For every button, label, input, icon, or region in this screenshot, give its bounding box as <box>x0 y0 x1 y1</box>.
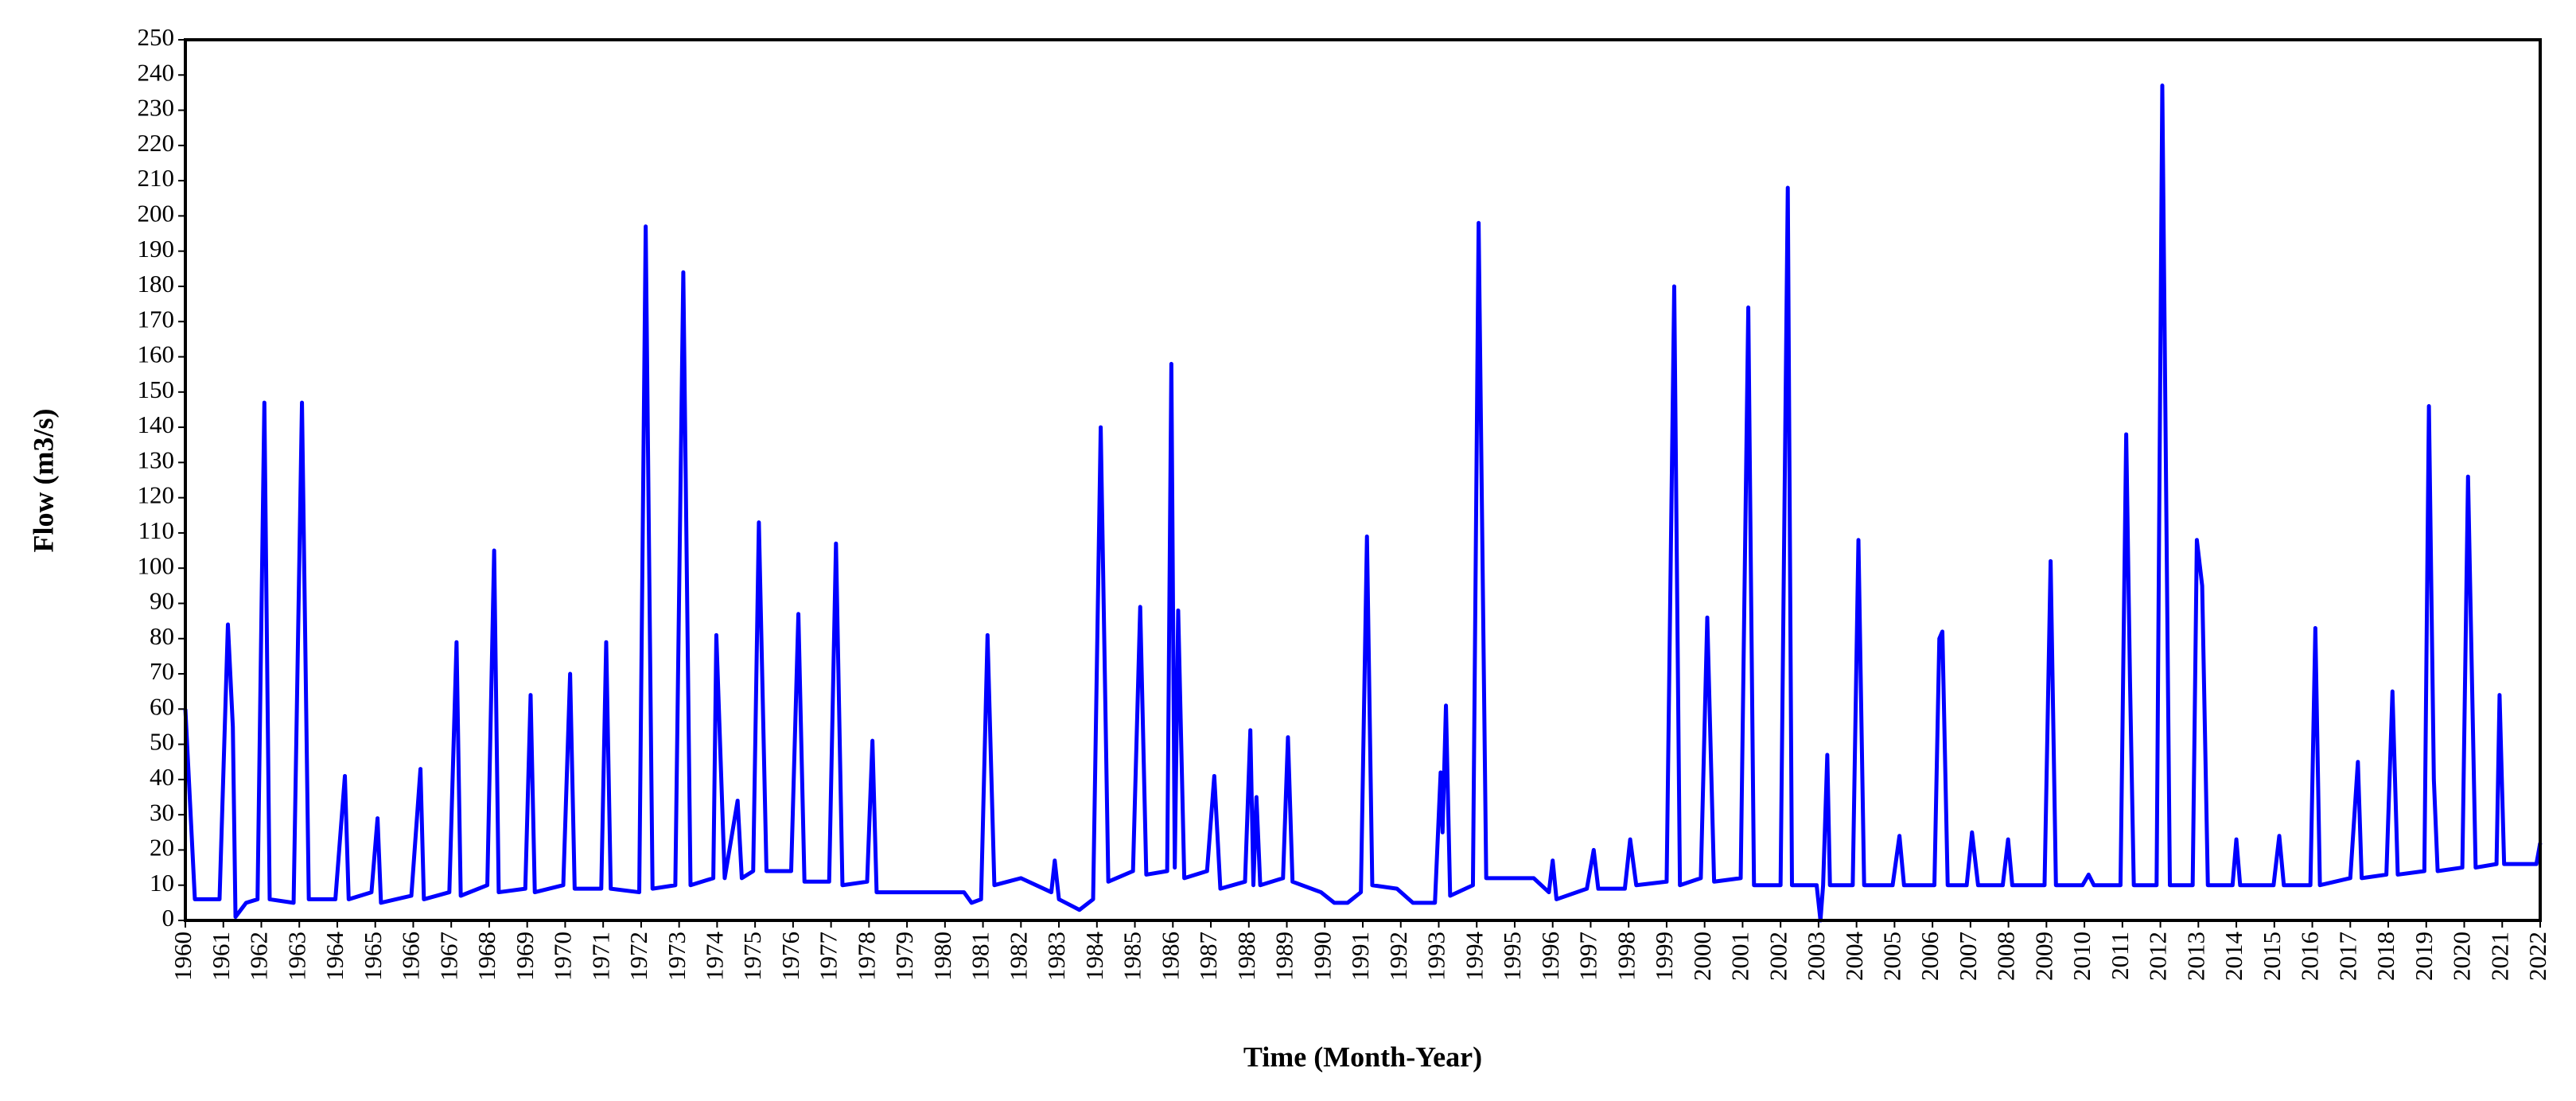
x-tick-label: 1978 <box>852 932 880 981</box>
y-tick-label: 240 <box>138 58 175 86</box>
x-tick-label: 1966 <box>397 932 425 981</box>
x-tick-label: 1968 <box>473 932 500 981</box>
y-tick-label: 250 <box>138 23 175 51</box>
x-tick-label: 1971 <box>586 932 614 981</box>
x-tick-label: 1989 <box>1270 932 1298 981</box>
y-tick-label: 180 <box>138 270 175 298</box>
x-tick-label: 2018 <box>2372 932 2399 981</box>
x-tick-label: 2014 <box>2220 932 2247 982</box>
x-tick-label: 1979 <box>890 932 918 981</box>
x-tick-label: 2012 <box>2144 932 2172 981</box>
y-tick-label: 170 <box>138 305 175 333</box>
x-tick-label: 2005 <box>1878 932 1905 981</box>
x-tick-label: 1996 <box>1536 932 1564 981</box>
x-tick-label: 2000 <box>1688 932 1716 981</box>
x-tick-label: 2013 <box>2181 932 2209 981</box>
y-tick-label: 30 <box>150 798 174 826</box>
y-tick-label: 90 <box>150 587 174 615</box>
x-tick-label: 2004 <box>1840 932 1868 982</box>
x-tick-label: 2019 <box>2410 932 2438 981</box>
x-tick-label: 1965 <box>359 932 387 981</box>
x-tick-label: 1973 <box>663 932 691 981</box>
y-tick-label: 10 <box>150 869 174 897</box>
x-tick-label: 1969 <box>511 932 539 981</box>
y-tick-label: 80 <box>150 622 174 650</box>
x-tick-label: 2006 <box>1916 932 1944 981</box>
x-tick-label: 1995 <box>1498 932 1526 981</box>
x-tick-label: 1970 <box>549 932 577 981</box>
x-tick-label: 2021 <box>2485 932 2513 981</box>
x-tick-label: 1997 <box>1574 932 1602 981</box>
x-tick-label: 2010 <box>2068 932 2095 981</box>
y-tick-label: 60 <box>150 692 174 720</box>
x-tick-label: 1975 <box>738 932 766 981</box>
y-tick-label: 120 <box>138 481 175 509</box>
x-tick-label: 1983 <box>1042 932 1070 981</box>
x-tick-label: 1977 <box>815 932 842 981</box>
y-tick-label: 110 <box>138 516 174 544</box>
y-tick-label: 160 <box>138 340 175 368</box>
y-tick-label: 20 <box>150 834 174 862</box>
y-tick-label: 200 <box>138 200 175 228</box>
y-tick-label: 230 <box>138 94 175 122</box>
y-tick-label: 100 <box>138 551 175 579</box>
x-tick-label: 1972 <box>625 932 652 981</box>
x-tick-label: 1990 <box>1308 932 1336 981</box>
x-tick-label: 2020 <box>2448 932 2476 981</box>
y-tick-label: 70 <box>150 657 174 685</box>
y-tick-label: 220 <box>138 129 175 157</box>
x-tick-label: 2001 <box>1726 932 1754 981</box>
y-tick-label: 150 <box>138 375 175 403</box>
y-tick-label: 40 <box>150 763 174 791</box>
x-tick-label: 2022 <box>2523 932 2551 981</box>
x-tick-label: 1987 <box>1194 932 1222 981</box>
x-tick-label: 1964 <box>321 932 348 982</box>
x-tick-label: 1976 <box>776 932 804 981</box>
x-tick-label: 1982 <box>1004 932 1032 981</box>
x-tick-label: 1984 <box>1080 932 1108 982</box>
y-tick-label: 190 <box>138 235 175 263</box>
x-tick-label: 2011 <box>2106 932 2134 980</box>
x-tick-label: 1994 <box>1460 932 1488 982</box>
x-tick-label: 2017 <box>2333 932 2361 981</box>
x-tick-label: 2016 <box>2296 932 2324 981</box>
x-tick-label: 1992 <box>1384 932 1412 981</box>
x-tick-label: 1991 <box>1346 932 1374 981</box>
x-tick-label: 1974 <box>700 932 728 982</box>
x-tick-label: 1985 <box>1119 932 1146 981</box>
x-tick-label: 1960 <box>169 932 197 981</box>
y-tick-label: 140 <box>138 410 175 438</box>
x-tick-label: 1963 <box>282 932 310 981</box>
x-tick-label: 2007 <box>1954 932 1982 981</box>
y-axis-title: Flow (m3/s) <box>27 409 59 553</box>
x-tick-label: 2015 <box>2258 932 2286 981</box>
x-tick-label: 2008 <box>1992 932 2020 981</box>
x-tick-label: 1986 <box>1156 932 1184 981</box>
x-tick-label: 1998 <box>1612 932 1640 981</box>
y-tick-label: 0 <box>162 904 175 932</box>
x-tick-label: 1981 <box>967 932 994 981</box>
x-tick-label: 2009 <box>2029 932 2057 981</box>
x-tick-label: 1993 <box>1422 932 1450 981</box>
x-tick-label: 1962 <box>245 932 273 981</box>
x-tick-label: 2002 <box>1764 932 1792 981</box>
y-tick-label: 210 <box>138 164 175 192</box>
plot-frame <box>184 38 2542 922</box>
x-tick-label: 1961 <box>207 932 235 981</box>
x-tick-label: 1988 <box>1232 932 1260 981</box>
x-tick-label: 2003 <box>1802 932 1830 981</box>
x-tick-label: 1999 <box>1650 932 1678 981</box>
y-tick-label: 50 <box>150 728 174 756</box>
x-tick-label: 1980 <box>928 932 956 981</box>
x-tick-label: 1967 <box>434 932 462 981</box>
y-tick-label: 130 <box>138 445 175 473</box>
flow-line <box>183 84 2543 923</box>
x-axis-title: Time (Month-Year) <box>1243 1041 1482 1072</box>
